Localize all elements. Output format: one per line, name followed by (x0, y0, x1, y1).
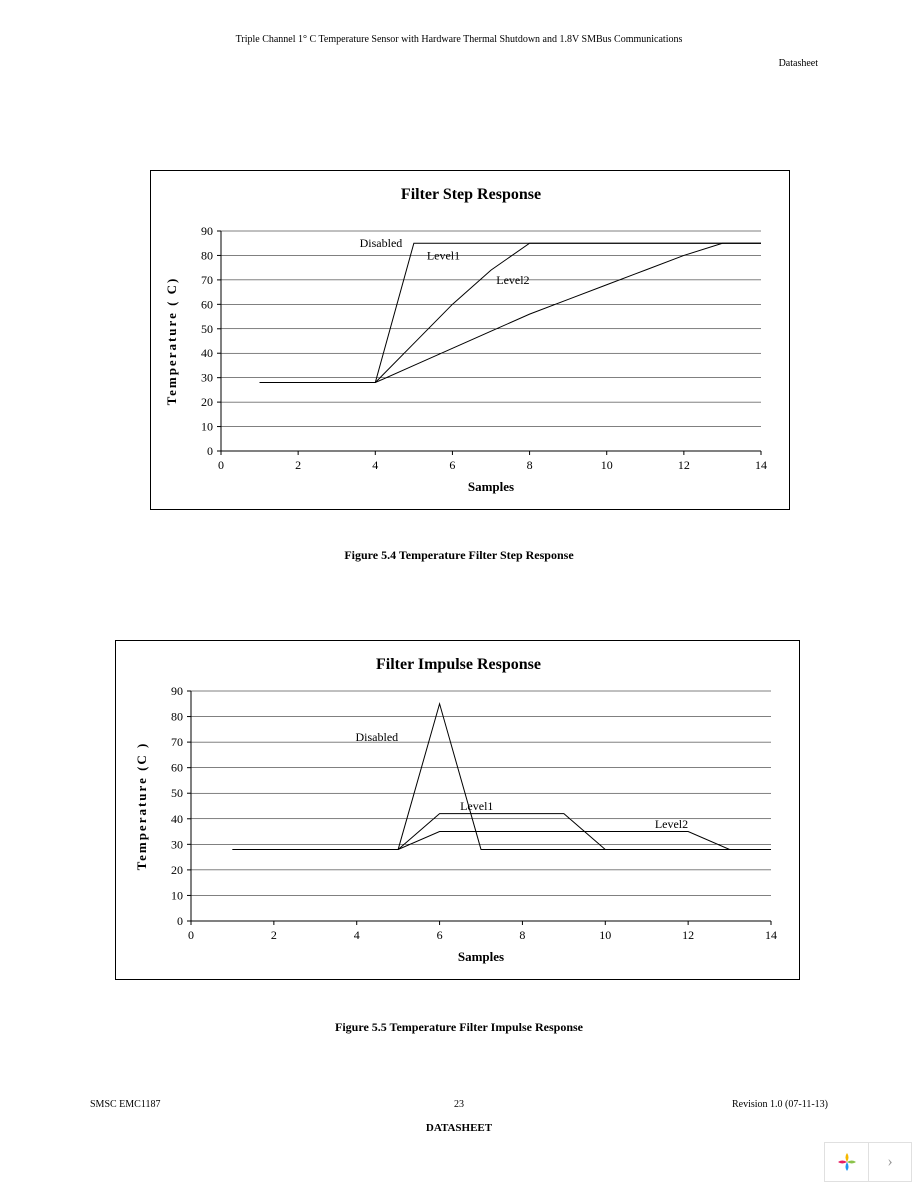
x-tick-label: 14 (765, 928, 777, 942)
x-tick-label: 12 (678, 458, 690, 472)
series-label-level2: Level2 (496, 273, 529, 287)
y-tick-label: 80 (201, 248, 213, 262)
series-label-disabled: Disabled (360, 236, 403, 250)
y-tick-label: 70 (201, 273, 213, 287)
y-tick-label: 90 (171, 684, 183, 698)
y-tick-label: 0 (177, 914, 183, 928)
footer-right: Revision 1.0 (07-11-13) (732, 1099, 828, 1110)
y-tick-label: 70 (171, 735, 183, 749)
y-tick-label: 20 (171, 863, 183, 877)
page-widget[interactable]: › (824, 1142, 912, 1182)
series-label-level1: Level1 (460, 799, 493, 813)
footer-label: DATASHEET (0, 1122, 918, 1134)
x-tick-label: 8 (527, 458, 533, 472)
x-tick-label: 12 (682, 928, 694, 942)
y-tick-label: 40 (171, 812, 183, 826)
series-line-disabled (260, 243, 761, 382)
y-tick-label: 30 (171, 837, 183, 851)
widget-logo-icon (825, 1143, 869, 1181)
series-line-level1 (260, 243, 761, 382)
figure-caption-5-4: Figure 5.4 Temperature Filter Step Respo… (0, 548, 918, 563)
y-axis-label: Temperature (C ) (134, 742, 149, 871)
x-tick-label: 10 (599, 928, 611, 942)
x-axis-label: Samples (468, 479, 514, 494)
x-axis-label: Samples (458, 949, 504, 964)
x-tick-label: 8 (519, 928, 525, 942)
series-line-level2 (232, 832, 771, 850)
x-tick-label: 4 (354, 928, 360, 942)
x-tick-label: 0 (218, 458, 224, 472)
chart-title: Filter Step Response (401, 186, 541, 203)
series-line-disabled (232, 704, 771, 850)
x-tick-label: 2 (295, 458, 301, 472)
page-header: Triple Channel 1° C Temperature Sensor w… (0, 34, 918, 45)
chart-step-response-svg: Filter Step Response 0 10 20 30 40 50 60 70 80 90 0… (151, 171, 791, 511)
figure-caption-5-5: Figure 5.5 Temperature Filter Impulse Re… (0, 1020, 918, 1035)
y-tick-label: 20 (201, 395, 213, 409)
series-label-level2: Level2 (655, 817, 688, 831)
page-subheader: Datasheet (779, 58, 818, 69)
x-tick-label: 0 (188, 928, 194, 942)
x-tick-label: 2 (271, 928, 277, 942)
y-tick-label: 50 (201, 322, 213, 336)
chart-impulse-response: Filter Impulse Response01020304050607080… (115, 640, 800, 980)
chart-title: Filter Impulse Response (376, 656, 541, 673)
series-line-level2 (260, 243, 761, 382)
widget-next-icon[interactable]: › (869, 1143, 911, 1181)
y-tick-label: 0 (207, 444, 213, 458)
y-tick-label: 60 (201, 297, 213, 311)
chart-step-response: Filter Step Response 0 10 20 30 40 50 60 70 80 90 0… (150, 170, 790, 510)
y-tick-label: 60 (171, 761, 183, 775)
chart-impulse-response-svg: Filter Impulse Response01020304050607080… (116, 641, 801, 981)
x-tick-label: 4 (372, 458, 378, 472)
y-axis-label: Temperature ( C) (164, 277, 179, 406)
series-label-level1: Level1 (427, 248, 460, 262)
x-tick-label: 6 (449, 458, 455, 472)
y-tick-label: 10 (171, 888, 183, 902)
y-tick-label: 90 (201, 224, 213, 238)
x-tick-label: 6 (437, 928, 443, 942)
y-tick-label: 50 (171, 786, 183, 800)
x-tick-label: 10 (601, 458, 613, 472)
y-tick-label: 30 (201, 371, 213, 385)
y-tick-label: 10 (201, 420, 213, 434)
y-tick-label: 80 (171, 710, 183, 724)
y-tick-label: 40 (201, 346, 213, 360)
series-label-disabled: Disabled (355, 730, 398, 744)
x-tick-label: 14 (755, 458, 767, 472)
